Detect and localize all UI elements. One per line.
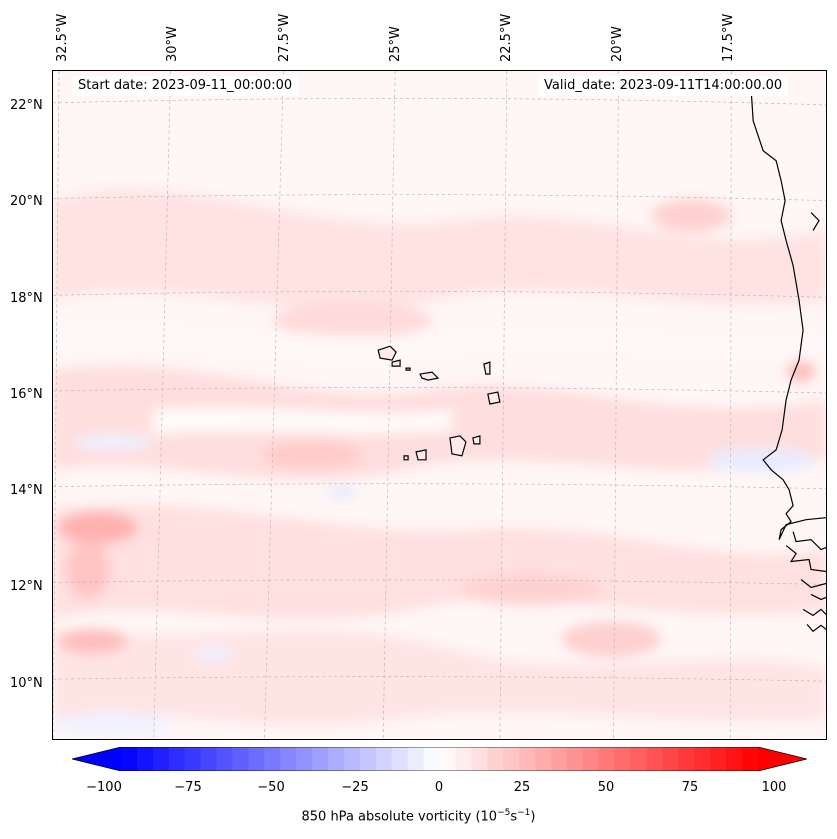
start-date-label: Start date: 2023-09-11_00:00:00 bbox=[72, 76, 299, 96]
colorbar-cell bbox=[216, 747, 233, 771]
colorbar-cell bbox=[519, 747, 536, 771]
lon-label-32-5w: 32.5°W bbox=[55, 13, 70, 62]
colorbar-cell bbox=[423, 747, 440, 771]
colorbar-cell bbox=[614, 747, 632, 771]
colorbar-cell bbox=[264, 747, 281, 771]
colorbar-min-extend bbox=[72, 747, 121, 771]
colorbar-cell bbox=[184, 747, 202, 771]
colorbar-cell bbox=[694, 747, 711, 771]
cb-tick--50: −50 bbox=[257, 780, 285, 795]
lat-label-18n: 18°N bbox=[10, 291, 43, 306]
lat-label-12n: 12°N bbox=[10, 579, 43, 594]
colorbar-cells bbox=[121, 747, 759, 771]
colorbar-cell bbox=[200, 747, 218, 771]
colorbar-cell bbox=[280, 747, 297, 771]
cape-verde-islands bbox=[377, 345, 501, 461]
cb-tick-50: 50 bbox=[597, 780, 615, 795]
colorbar-cell bbox=[391, 747, 409, 771]
colorbar-cell bbox=[662, 747, 679, 771]
vorticity-map bbox=[53, 71, 826, 739]
lon-label-27-5w: 27.5°W bbox=[277, 13, 292, 62]
colorbar-cell bbox=[678, 747, 695, 771]
colorbar-cell bbox=[407, 747, 425, 771]
lon-label-20w: 20°W bbox=[610, 26, 625, 62]
colorbar-cell bbox=[312, 747, 329, 771]
colorbar-cell bbox=[550, 747, 568, 771]
colorbar-cell bbox=[455, 747, 472, 771]
colorbar-cell bbox=[232, 747, 249, 771]
colorbar-cell bbox=[742, 747, 759, 771]
colorbar-cell bbox=[598, 747, 616, 771]
colorbar-cell bbox=[168, 747, 186, 771]
cb-tick-100: 100 bbox=[761, 780, 787, 795]
lon-label-30w: 30°W bbox=[165, 26, 180, 62]
coastline bbox=[750, 90, 826, 633]
colorbar-cell bbox=[152, 747, 170, 771]
colorbar-cell bbox=[566, 747, 584, 771]
colorbar-cell bbox=[710, 747, 727, 771]
lat-label-10n: 10°N bbox=[10, 676, 43, 691]
vorticity-field bbox=[53, 189, 826, 737]
colorbar-cell bbox=[136, 747, 154, 771]
colorbar-cell bbox=[535, 747, 552, 771]
valid-date-label: Valid_date: 2023-09-11T14:00:00.00 bbox=[538, 76, 789, 96]
colorbar-cell bbox=[121, 747, 138, 771]
colorbar-cell bbox=[439, 747, 456, 771]
colorbar-cell bbox=[471, 747, 488, 771]
colorbar-cell bbox=[503, 747, 520, 771]
lat-label-16n: 16°N bbox=[10, 387, 43, 402]
colorbar-cell bbox=[296, 747, 313, 771]
lon-label-17-5w: 17.5°W bbox=[721, 13, 736, 62]
colorbar-cell bbox=[726, 747, 743, 771]
colorbar-cell bbox=[375, 747, 393, 771]
lon-label-25w: 25°W bbox=[388, 26, 403, 62]
lon-label-22-5w: 22.5°W bbox=[499, 13, 514, 62]
cb-tick--75: −75 bbox=[174, 780, 202, 795]
map-panel[interactable] bbox=[52, 70, 827, 740]
colorbar bbox=[72, 747, 807, 771]
colorbar-cell bbox=[343, 747, 361, 771]
colorbar-cell bbox=[487, 747, 504, 771]
colorbar-cell bbox=[328, 747, 345, 771]
colorbar-label: 850 hPa absolute vorticity (10−5s−1) bbox=[301, 808, 536, 825]
lat-label-22n: 22°N bbox=[10, 98, 43, 113]
cb-tick--100: −100 bbox=[86, 780, 122, 795]
colorbar-cell bbox=[359, 747, 377, 771]
colorbar-max-extend bbox=[758, 747, 807, 771]
lat-label-14n: 14°N bbox=[10, 483, 43, 498]
cb-tick-0: 0 bbox=[434, 780, 444, 795]
cb-tick-75: 75 bbox=[681, 780, 699, 795]
gridlines bbox=[53, 71, 826, 739]
cb-tick--25: −25 bbox=[341, 780, 369, 795]
lat-label-20n: 20°N bbox=[10, 194, 43, 209]
colorbar-cell bbox=[248, 747, 265, 771]
colorbar-cell bbox=[630, 747, 648, 771]
colorbar-cell bbox=[582, 747, 600, 771]
cb-tick-25: 25 bbox=[513, 780, 531, 795]
colorbar-cell bbox=[646, 747, 663, 771]
